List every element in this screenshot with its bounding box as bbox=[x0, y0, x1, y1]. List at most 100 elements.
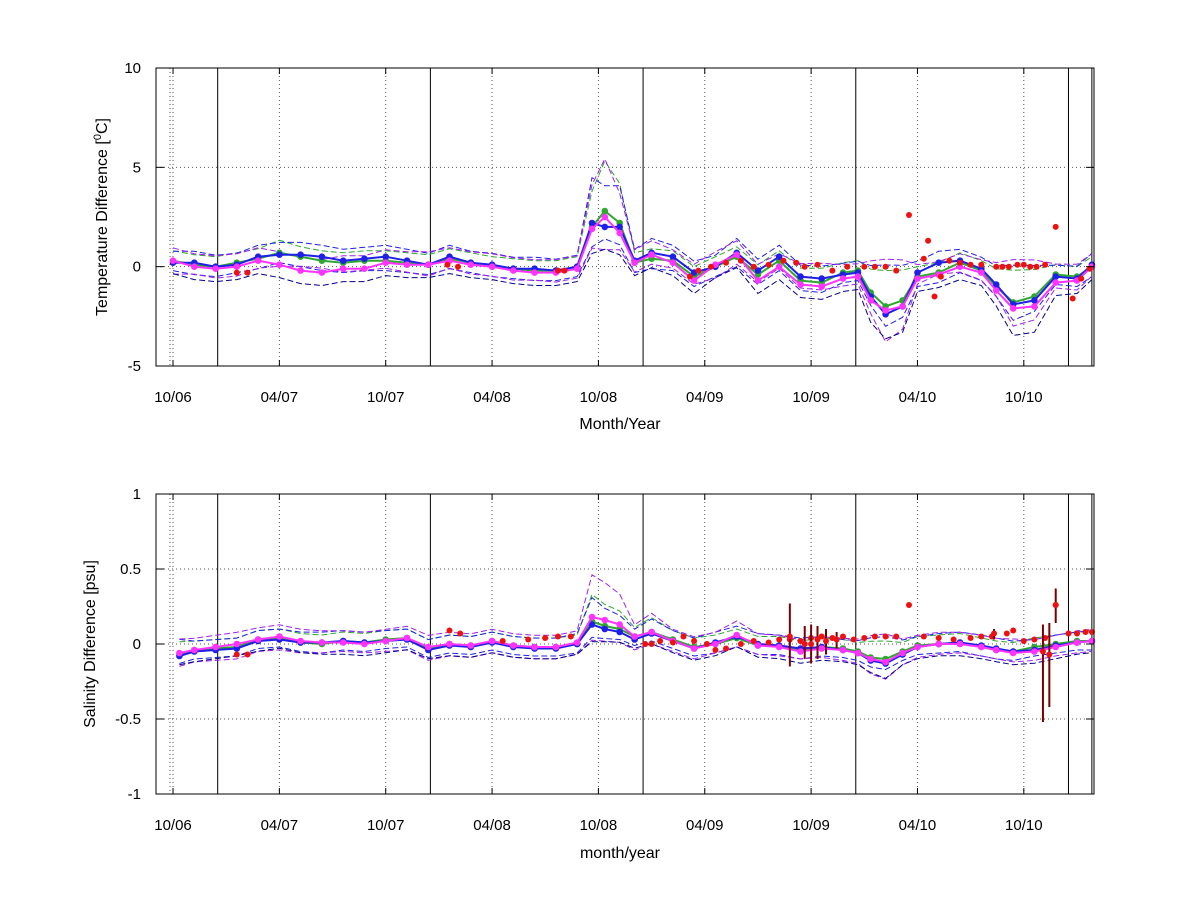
data-point bbox=[854, 273, 862, 280]
data-point bbox=[254, 257, 262, 265]
x-tick-label: 10/08 bbox=[580, 389, 618, 406]
data-point bbox=[552, 643, 560, 651]
data-point bbox=[1052, 223, 1059, 230]
data-point bbox=[914, 275, 921, 282]
data-point bbox=[931, 293, 938, 300]
data-point bbox=[488, 263, 496, 271]
y-tick-label: 0 bbox=[133, 259, 141, 276]
data-point bbox=[648, 251, 655, 258]
data-point bbox=[555, 633, 561, 640]
data-point bbox=[839, 275, 847, 282]
data-point bbox=[899, 303, 906, 310]
data-point bbox=[444, 261, 451, 268]
data-point bbox=[510, 642, 517, 649]
data-point bbox=[1027, 263, 1034, 270]
envelope-line bbox=[172, 238, 1093, 327]
data-point bbox=[754, 267, 762, 274]
error-bar-point bbox=[1046, 651, 1053, 658]
data-point bbox=[754, 277, 762, 284]
data-point bbox=[382, 259, 390, 267]
data-point bbox=[403, 261, 411, 269]
data-point bbox=[754, 642, 762, 649]
data-point bbox=[244, 651, 251, 658]
data-point bbox=[403, 634, 411, 642]
data-point bbox=[669, 639, 676, 646]
data-point bbox=[861, 635, 868, 641]
data-point bbox=[567, 633, 574, 640]
data-point bbox=[244, 269, 251, 276]
data-point bbox=[542, 635, 549, 641]
y-tick-label: 5 bbox=[133, 159, 141, 176]
temperature-panel: 10/06 04/07 10/07 04/08 10/08 04/09 10/09 04/10… bbox=[92, 60, 1096, 433]
data-point bbox=[425, 643, 432, 651]
data-point bbox=[382, 253, 390, 260]
data-point bbox=[733, 631, 740, 639]
data-point bbox=[573, 639, 581, 646]
x-tick-label: 04/10 bbox=[899, 389, 937, 406]
error-bar-point bbox=[814, 636, 821, 643]
temperature-ticks: 10/06 04/07 10/07 04/08 10/08 04/09 10/09 04/10… bbox=[124, 60, 1094, 406]
temperature-ylabel-main: Temperature Difference [ bbox=[94, 140, 111, 316]
data-point bbox=[1020, 261, 1027, 268]
envelope-line bbox=[179, 596, 1092, 642]
data-point bbox=[1042, 261, 1049, 268]
data-point bbox=[1052, 273, 1059, 280]
data-point bbox=[867, 297, 874, 304]
data-point bbox=[818, 633, 825, 640]
data-point bbox=[555, 267, 561, 274]
data-point bbox=[750, 638, 757, 644]
data-point bbox=[776, 636, 783, 643]
data-point bbox=[212, 265, 219, 273]
data-point bbox=[297, 267, 304, 274]
series-line bbox=[179, 615, 1093, 664]
salinity-ticks: 10/06 04/07 10/07 04/08 10/08 04/09 10/09 04/10… bbox=[115, 486, 1094, 834]
data-point bbox=[1086, 265, 1093, 272]
envelope-line bbox=[179, 641, 1092, 679]
data-point bbox=[212, 643, 219, 651]
data-point bbox=[648, 641, 655, 647]
data-point bbox=[1031, 297, 1038, 304]
data-point bbox=[950, 636, 957, 643]
data-point bbox=[882, 307, 889, 314]
data-point bbox=[723, 259, 729, 266]
data-point bbox=[425, 261, 432, 269]
envelope-line bbox=[172, 248, 1093, 340]
x-tick-label: 04/07 bbox=[261, 817, 299, 834]
x-tick-label: 10/10 bbox=[1005, 817, 1043, 834]
data-point bbox=[723, 645, 729, 652]
data-point bbox=[669, 253, 677, 260]
data-point bbox=[318, 639, 326, 646]
data-point bbox=[297, 251, 304, 258]
data-point bbox=[616, 621, 623, 628]
data-point bbox=[978, 261, 985, 268]
data-point bbox=[361, 640, 368, 648]
data-point bbox=[318, 269, 326, 276]
y-tick-label: 0.5 bbox=[120, 561, 141, 578]
data-point bbox=[920, 255, 927, 262]
data-point bbox=[588, 613, 596, 621]
data-point bbox=[893, 633, 900, 640]
data-point bbox=[657, 638, 664, 644]
x-tick-label: 10/07 bbox=[367, 389, 405, 406]
data-point bbox=[499, 638, 506, 644]
data-point bbox=[893, 267, 900, 274]
data-point bbox=[601, 223, 609, 231]
data-point bbox=[276, 261, 283, 269]
temperature-ylabel: Temperature Difference [0C] bbox=[92, 118, 111, 316]
data-point bbox=[818, 283, 825, 290]
data-point bbox=[801, 263, 808, 270]
data-point bbox=[191, 263, 198, 271]
data-point bbox=[840, 633, 846, 640]
data-point bbox=[1073, 639, 1081, 646]
data-point bbox=[1074, 630, 1080, 637]
data-point bbox=[992, 646, 1000, 654]
salinity-ylabel: Salinity Difference [psu] bbox=[82, 560, 99, 728]
data-point bbox=[775, 643, 783, 651]
data-point bbox=[829, 267, 836, 274]
data-point bbox=[712, 647, 719, 653]
data-point bbox=[691, 638, 698, 644]
data-point bbox=[276, 633, 283, 640]
data-point bbox=[867, 655, 874, 663]
data-point bbox=[861, 263, 868, 270]
